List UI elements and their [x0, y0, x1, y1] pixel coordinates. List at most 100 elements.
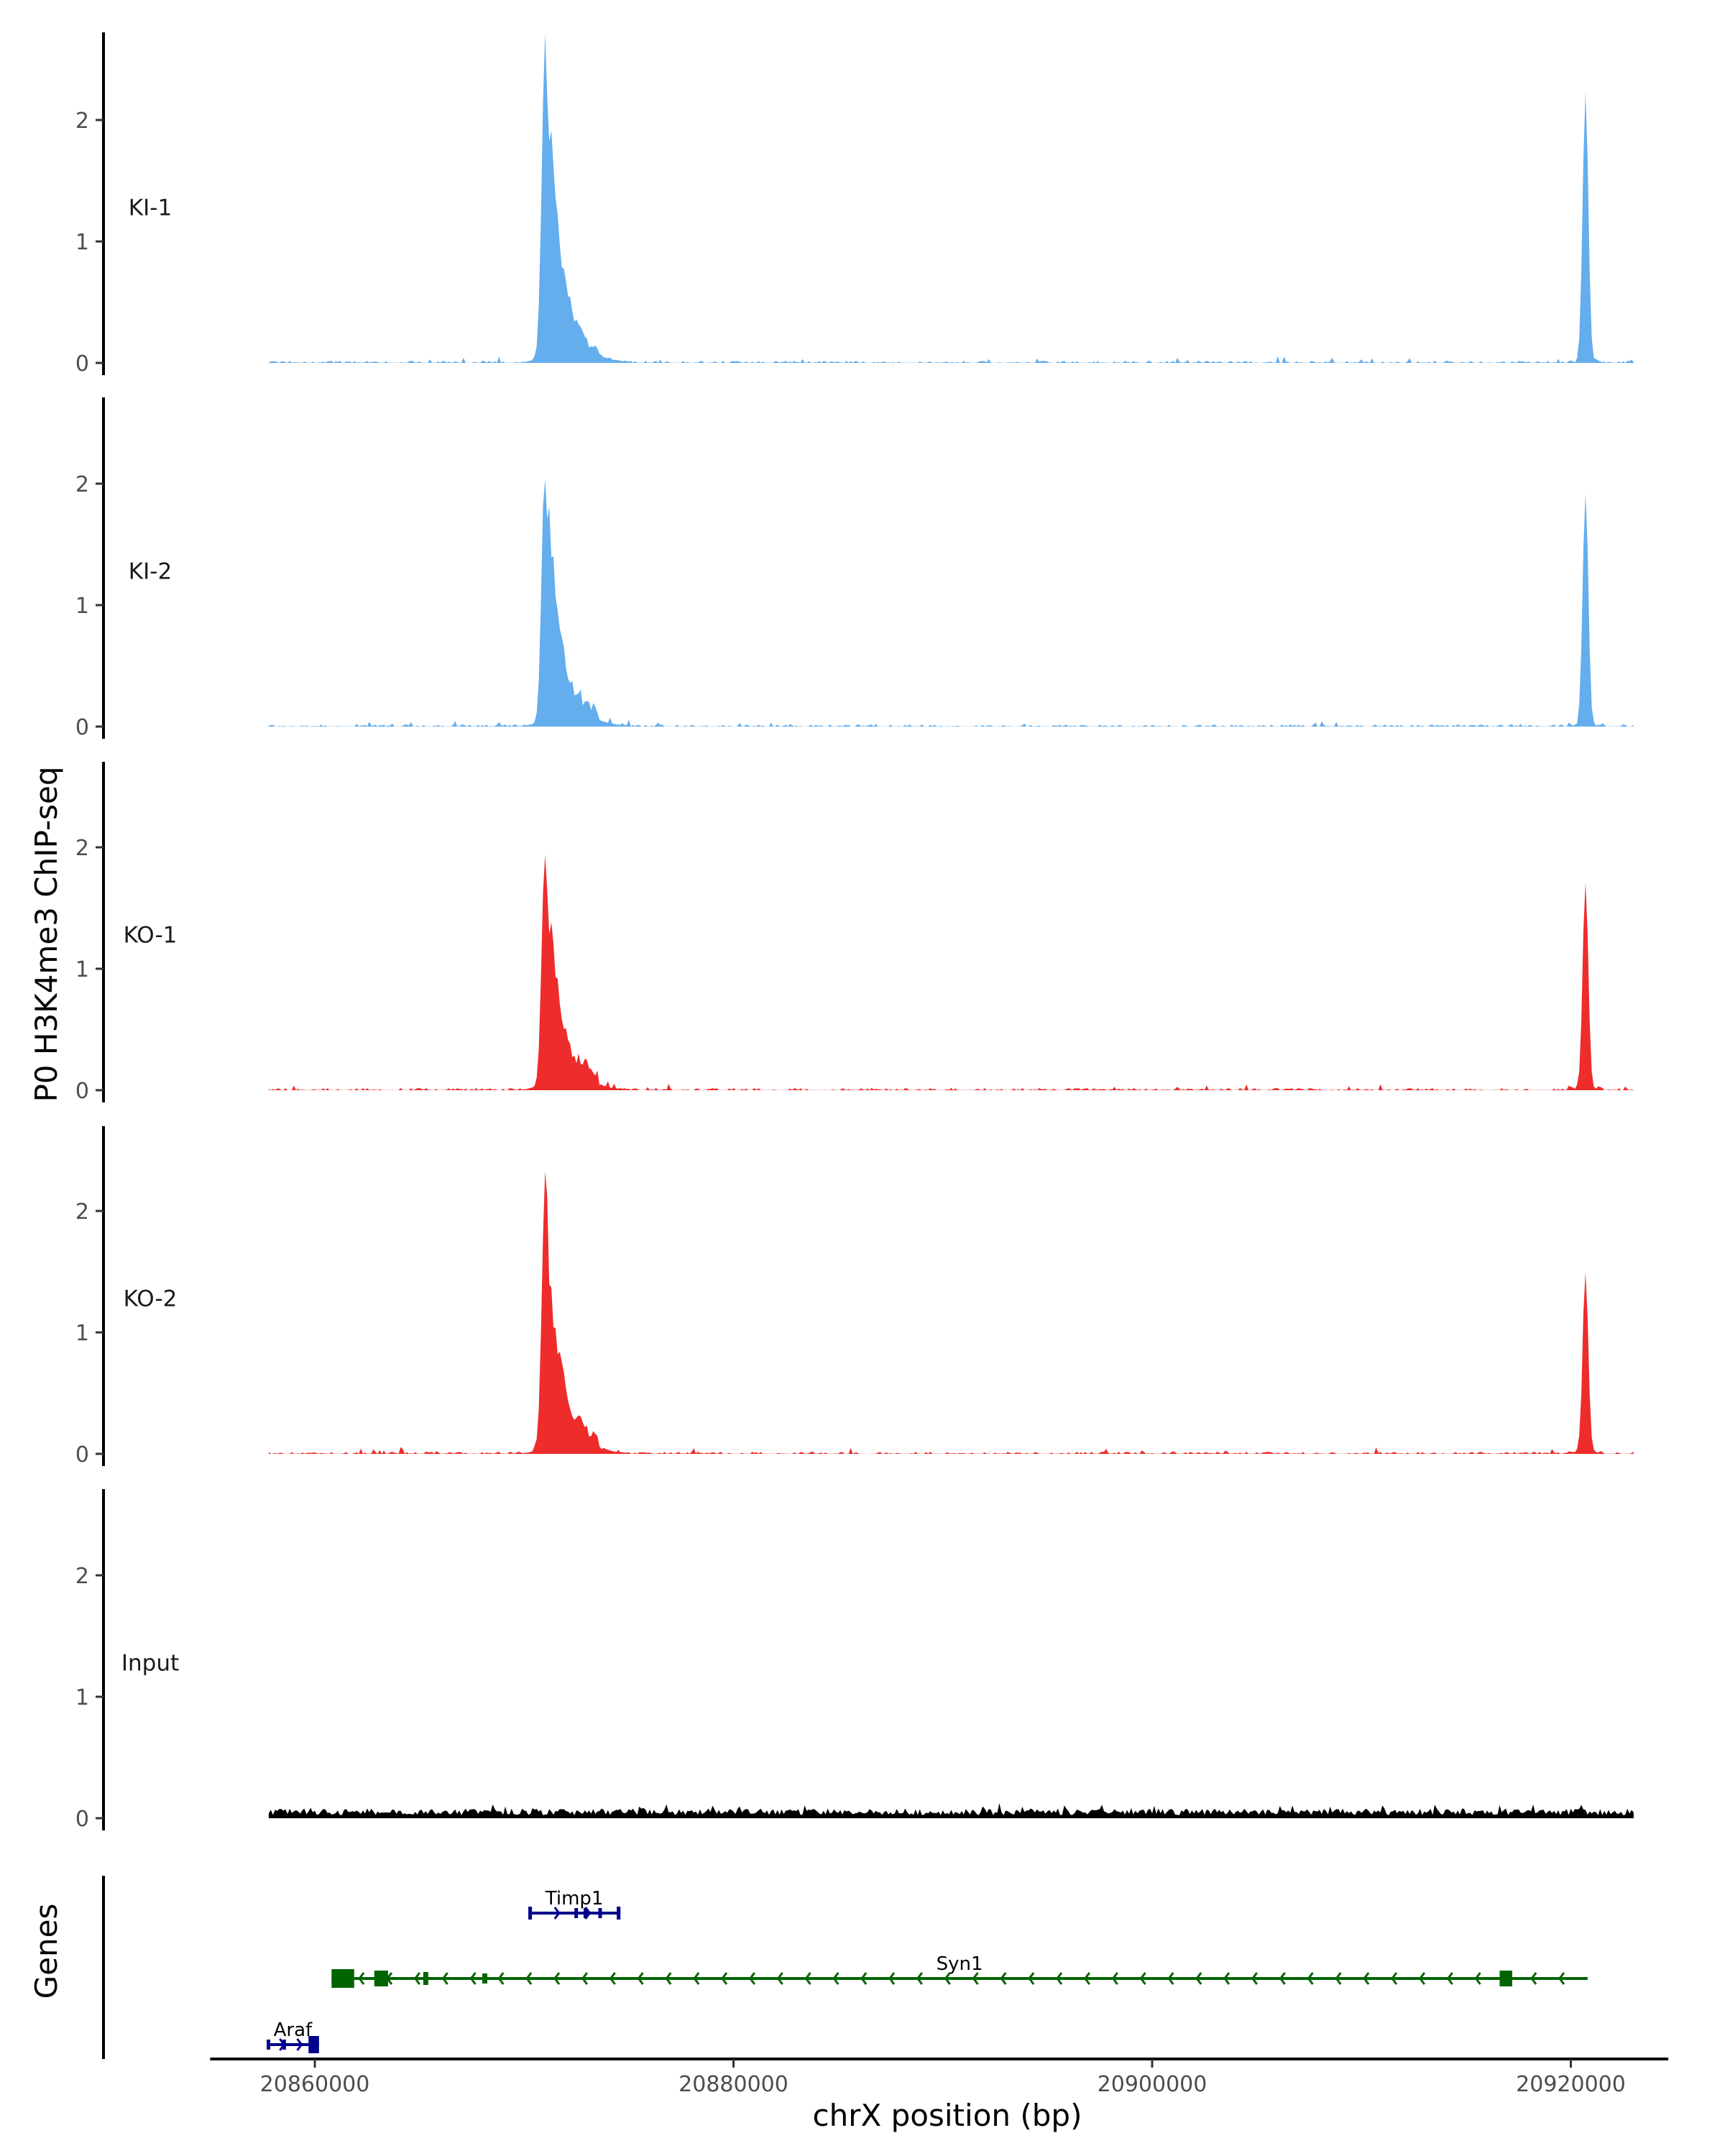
track-label: KI-2 — [129, 559, 172, 585]
y-tick-label: 1 — [75, 957, 89, 982]
exon — [331, 1969, 354, 1988]
y-tick-label: 0 — [75, 351, 89, 377]
exon — [528, 1907, 533, 1920]
y-tick-label: 2 — [75, 836, 89, 861]
strand-chevron — [469, 1972, 477, 1985]
track-label: KO-1 — [124, 923, 178, 949]
strand-chevron — [1335, 1972, 1342, 1985]
x-tick-label: 20900000 — [1098, 2072, 1208, 2097]
track-input: 0 1 2 Input — [75, 1489, 1634, 1832]
track-ki-2: 0 1 2 KI-2 — [75, 397, 1634, 740]
coverage-area-input — [268, 1803, 1634, 1818]
strand-chevron — [1558, 1972, 1565, 1985]
y-tick-label: 1 — [75, 1685, 89, 1710]
track-label: KI-1 — [129, 195, 172, 221]
y-tick-label: 0 — [75, 715, 89, 740]
strand-chevron — [804, 1972, 811, 1985]
y-tick-label: 1 — [75, 230, 89, 255]
strand-chevron — [916, 1972, 924, 1985]
coverage-area-ko-1 — [268, 854, 1634, 1090]
strand-chevron — [1307, 1972, 1314, 1985]
exon — [267, 2040, 271, 2050]
gene-label: Araf — [274, 2019, 313, 2041]
y-tick-label: 1 — [75, 594, 89, 619]
x-axis-title: chrX position (bp) — [813, 2098, 1082, 2133]
x-tick-label: 20860000 — [260, 2072, 370, 2097]
strand-chevron — [1167, 1972, 1174, 1985]
strand-chevron — [693, 1972, 700, 1985]
strand-chevron — [1195, 1972, 1202, 1985]
coverage-area-ki-1 — [268, 33, 1634, 363]
y-tick-label: 1 — [75, 1321, 89, 1346]
y-tick-label: 2 — [75, 472, 89, 497]
strand-chevron — [358, 1972, 365, 1985]
strand-chevron — [1391, 1972, 1398, 1985]
x-axis: 20860000 20880000 20900000 20920000 — [210, 2058, 1669, 2097]
exon — [423, 1972, 428, 1985]
strand-chevron — [832, 1972, 840, 1985]
y-tick-label: 0 — [75, 1807, 89, 1832]
exon — [482, 1973, 487, 1984]
strand-chevron — [721, 1972, 728, 1985]
strand-chevron — [1083, 1972, 1091, 1985]
y-tick-label: 0 — [75, 1079, 89, 1104]
strand-chevron — [609, 1972, 616, 1985]
strand-chevron — [860, 1972, 868, 1985]
exon — [574, 1908, 579, 1918]
gene-label: Timp1 — [545, 1888, 604, 1909]
strand-chevron — [776, 1972, 783, 1985]
exon — [598, 1908, 602, 1918]
strand-chevron — [637, 1972, 644, 1985]
strand-chevron — [1279, 1972, 1286, 1985]
strand-chevron — [296, 2038, 303, 2051]
strand-chevron — [1139, 1972, 1146, 1985]
coverage-area-ko-2 — [268, 1171, 1634, 1454]
gene-track: Timp1 Syn1 Araf — [102, 1876, 1588, 2059]
coverage-area-ki-2 — [268, 479, 1634, 727]
track-label: KO-2 — [124, 1286, 178, 1312]
exon — [583, 1908, 587, 1918]
strand-chevron — [553, 1972, 561, 1985]
exon — [282, 2040, 286, 2050]
genes-axis-title: Genes — [29, 1904, 64, 1999]
strand-chevron — [1223, 1972, 1230, 1985]
strand-chevron — [553, 1907, 561, 1920]
gene-araf: Araf — [267, 2019, 319, 2053]
strand-chevron — [944, 1972, 951, 1985]
exon — [308, 2036, 319, 2053]
strand-chevron — [1530, 1972, 1537, 1985]
strand-chevron — [1111, 1972, 1118, 1985]
strand-chevron — [665, 1972, 672, 1985]
track-ki-1: 0 1 2 KI-1 — [75, 32, 1634, 377]
strand-chevron — [1251, 1972, 1259, 1985]
strand-chevron — [1446, 1972, 1453, 1985]
strand-chevron — [888, 1972, 896, 1985]
strand-chevron — [1056, 1972, 1063, 1985]
track-ko-2: 0 1 2 KO-2 — [75, 1126, 1634, 1468]
exon — [374, 1971, 388, 1986]
gene-timp1: Timp1 — [528, 1888, 621, 1920]
exon — [1499, 1971, 1512, 1986]
strand-chevron — [441, 1972, 448, 1985]
y-tick-label: 0 — [75, 1442, 89, 1468]
strand-chevron — [1028, 1972, 1035, 1985]
strand-chevron — [1418, 1972, 1426, 1985]
y-tick-label: 2 — [75, 109, 89, 134]
strand-chevron — [1474, 1972, 1481, 1985]
strand-chevron — [413, 1972, 420, 1985]
strand-chevron — [581, 1972, 588, 1985]
coverage-tracks: 0 1 2 KI-1 0 1 2 KI-2 0 1 2 KO-1 0 1 2 KO-2 0 1 2 Input — [75, 32, 1634, 1832]
track-ko-1: 0 1 2 KO-1 — [75, 762, 1634, 1104]
gene-label: Syn1 — [937, 1953, 983, 1975]
y-tick-label: 2 — [75, 1564, 89, 1589]
y-tick-label: 2 — [75, 1199, 89, 1225]
x-tick-label: 20880000 — [678, 2072, 788, 2097]
track-label: Input — [121, 1651, 179, 1677]
gene-syn1: Syn1 — [331, 1953, 1588, 1988]
strand-chevron — [525, 1972, 533, 1985]
strand-chevron — [972, 1972, 979, 1985]
y-axis-title: P0 H3K4me3 ChIP-seq — [29, 766, 64, 1102]
strand-chevron — [748, 1972, 756, 1985]
strand-chevron — [497, 1972, 505, 1985]
